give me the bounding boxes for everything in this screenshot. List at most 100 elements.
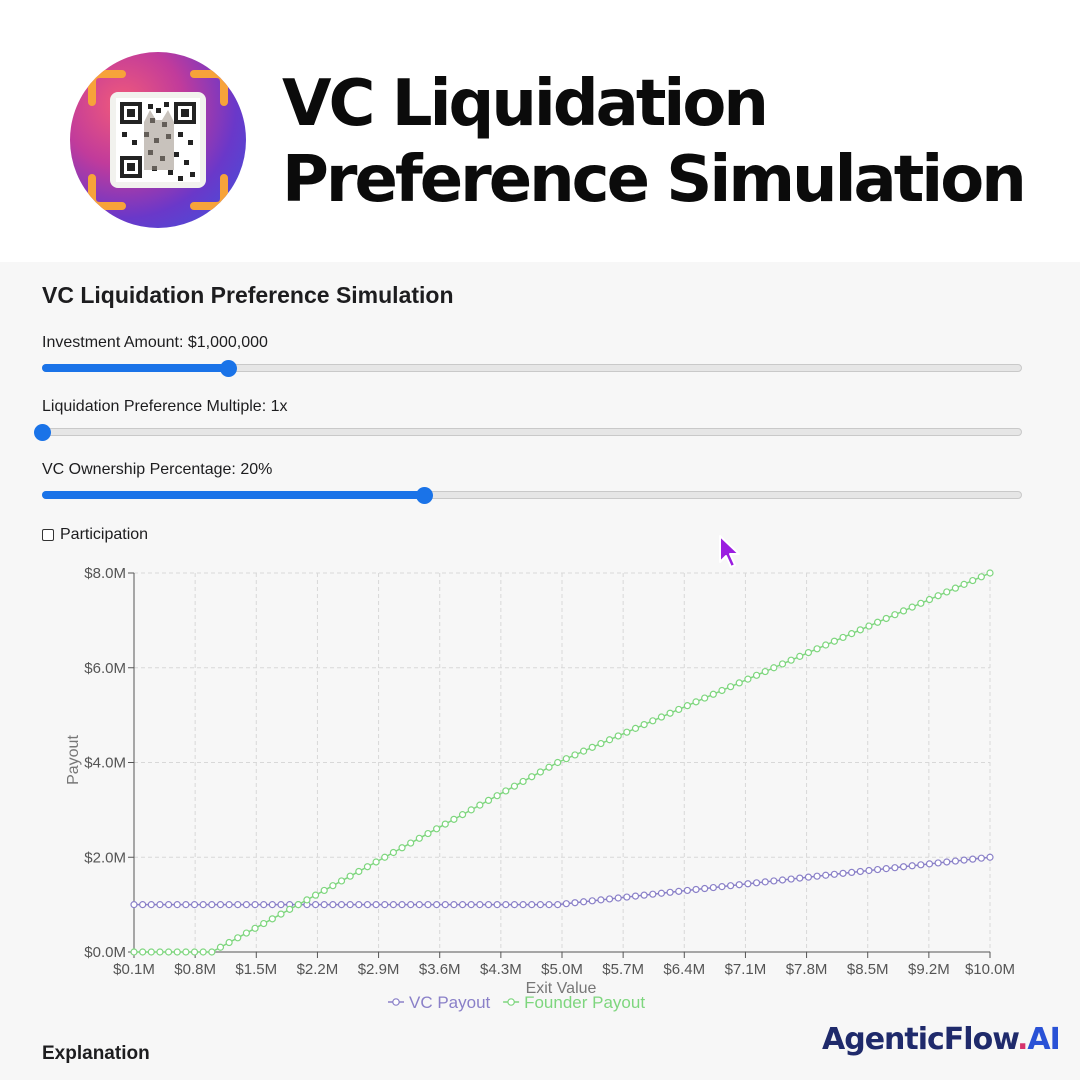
data-point xyxy=(727,882,735,890)
x-tick-label: $7.1M xyxy=(725,961,767,978)
participation-option[interactable]: Participation xyxy=(42,526,148,544)
data-point xyxy=(164,948,173,956)
data-point xyxy=(372,901,380,909)
data-point xyxy=(398,844,406,852)
data-point xyxy=(476,901,484,909)
data-point xyxy=(458,901,467,909)
data-point xyxy=(640,721,648,729)
data-point xyxy=(839,869,847,877)
data-point xyxy=(683,886,691,895)
data-point xyxy=(718,686,726,695)
data-point xyxy=(908,862,916,870)
data-point xyxy=(830,637,838,645)
data-point xyxy=(450,815,458,823)
data-point xyxy=(675,887,683,895)
data-point xyxy=(562,755,570,763)
page-title: VC Liquidation Preference Simulation xyxy=(282,66,1027,218)
data-point xyxy=(389,901,397,909)
x-tick-label: $2.9M xyxy=(358,961,400,978)
y-tick-label: $6.0M xyxy=(84,660,126,677)
data-point xyxy=(657,889,666,897)
data-point xyxy=(346,901,354,909)
data-point xyxy=(718,883,726,891)
data-point xyxy=(554,901,562,909)
data-point xyxy=(493,792,501,800)
app-logo xyxy=(70,52,246,228)
data-point xyxy=(407,839,415,847)
data-point xyxy=(536,768,544,776)
payout-chart: $0.1M $0.8M $1.5M $2.2M $2.9M $3.6M $4.3M $5.0M… xyxy=(65,565,1015,1012)
data-point xyxy=(363,901,372,909)
x-tick-label: $4.3M xyxy=(480,961,522,978)
data-point xyxy=(934,859,942,867)
data-point xyxy=(934,592,942,600)
investment-amount-slider[interactable] xyxy=(42,358,1022,380)
data-point xyxy=(156,948,164,956)
slider-fill xyxy=(42,491,425,499)
data-point xyxy=(363,863,372,871)
legend-item: VC Payout xyxy=(388,993,491,1012)
data-point xyxy=(467,901,475,909)
data-point xyxy=(562,900,570,908)
data-point xyxy=(605,895,614,903)
legend-marker xyxy=(392,998,400,1006)
data-point xyxy=(346,872,354,880)
data-point xyxy=(164,901,173,909)
slider-thumb[interactable] xyxy=(34,424,51,441)
data-point xyxy=(856,867,864,876)
slider-thumb[interactable] xyxy=(416,487,434,504)
series-founder-payout xyxy=(130,569,994,956)
data-point xyxy=(199,901,207,909)
data-point xyxy=(554,758,562,767)
app-title: VC Liquidation Preference Simulation xyxy=(42,282,454,308)
data-point xyxy=(943,588,951,596)
series-line xyxy=(134,856,991,906)
data-point xyxy=(234,934,242,942)
data-point xyxy=(640,891,648,899)
data-point xyxy=(917,599,925,607)
data-point xyxy=(943,858,951,866)
data-point xyxy=(441,901,449,909)
data-point xyxy=(441,820,449,828)
data-point xyxy=(389,848,397,857)
data-point xyxy=(433,825,441,833)
x-tick-label: $7.8M xyxy=(786,961,828,978)
data-point xyxy=(787,875,795,883)
liquidation-multiple-slider[interactable] xyxy=(34,422,1022,444)
data-point xyxy=(190,948,199,956)
participation-checkbox[interactable] xyxy=(42,529,54,541)
header-banner: VC Liquidation Preference Simulation xyxy=(0,0,1080,262)
data-point xyxy=(614,732,622,740)
brand-name: AgenticFlow xyxy=(822,1022,1018,1057)
data-point xyxy=(605,736,614,744)
data-point xyxy=(778,876,787,884)
data-point xyxy=(242,929,251,937)
data-point xyxy=(744,675,752,683)
data-point xyxy=(917,861,925,869)
data-point xyxy=(476,801,484,809)
data-point xyxy=(277,901,285,909)
data-point xyxy=(458,811,467,819)
data-point xyxy=(770,664,778,672)
x-tick-label: $5.7M xyxy=(602,961,644,978)
data-point xyxy=(813,872,821,880)
data-point xyxy=(787,656,795,664)
data-point xyxy=(649,890,657,898)
data-point xyxy=(865,866,873,875)
data-point xyxy=(709,883,717,892)
data-point xyxy=(260,901,268,909)
vc-ownership-slider[interactable] xyxy=(42,485,1022,507)
data-point xyxy=(450,901,458,909)
data-point xyxy=(147,901,155,909)
data-point xyxy=(381,853,389,861)
data-point xyxy=(796,874,804,882)
data-point xyxy=(156,901,164,909)
data-point xyxy=(804,648,813,657)
data-point xyxy=(666,709,674,717)
data-point xyxy=(588,897,596,905)
data-point xyxy=(588,743,596,751)
data-point xyxy=(424,829,432,838)
slider-thumb[interactable] xyxy=(220,360,238,377)
series-vc-payout xyxy=(130,853,994,909)
x-tick-label: $2.2M xyxy=(297,961,339,978)
